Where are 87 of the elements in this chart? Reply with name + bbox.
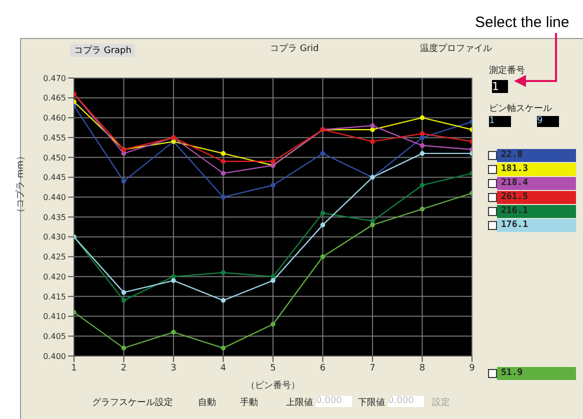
text: Select the line — [475, 14, 570, 32]
point — [320, 222, 326, 228]
x-tick-label: 3 — [170, 363, 176, 374]
y-tick-label: 0.465 — [43, 94, 66, 103]
text: 測定番号 — [489, 66, 525, 77]
text: 0.000 — [388, 396, 424, 407]
text: 手動 — [240, 398, 258, 409]
text: 51.9 — [497, 366, 576, 380]
point — [270, 322, 276, 327]
x-tick-label: 7 — [370, 363, 376, 374]
point — [420, 151, 425, 156]
y-axis-title: （コプラ mm） — [15, 152, 26, 217]
y-tick-label: 0.410 — [43, 312, 66, 322]
point — [270, 274, 276, 279]
point — [220, 194, 226, 200]
point — [370, 123, 375, 128]
text: 温度プロファイル — [420, 44, 492, 55]
chart-title: コプラ Graph — [70, 44, 136, 57]
x-tick-label: 2 — [120, 363, 127, 374]
text: 設定 — [432, 398, 450, 409]
x-tick-label: 1 — [71, 363, 77, 374]
y-tick-label: 0.435 — [43, 212, 66, 222]
text: 9 — [537, 116, 559, 127]
text: 1 — [489, 116, 511, 127]
text: 自動 — [198, 398, 216, 409]
y-tick-label: 0.400 — [43, 352, 66, 361]
y-tick-label: 0.445 — [43, 173, 66, 182]
y-tick-label: 0.405 — [43, 332, 66, 341]
y-tick-label: 0.460 — [43, 114, 66, 123]
point — [270, 182, 276, 188]
point — [420, 135, 425, 140]
y-tick-label: 0.440 — [43, 192, 66, 202]
y-tick-label: 0.420 — [43, 272, 66, 282]
point — [171, 330, 176, 335]
text: 1 — [492, 80, 508, 94]
point — [370, 218, 375, 224]
point — [270, 278, 276, 283]
text: コプラ Grid — [270, 44, 319, 55]
y-tick-label: 0.415 — [43, 292, 66, 302]
point — [171, 278, 176, 283]
point — [220, 270, 226, 275]
point — [220, 151, 226, 156]
text: 181.3 — [497, 162, 576, 176]
text: 上限値 — [286, 398, 313, 409]
point — [121, 298, 126, 303]
point — [420, 206, 425, 212]
point — [320, 151, 326, 156]
point — [121, 346, 126, 350]
point — [220, 346, 226, 350]
text: 22.8 — [497, 148, 576, 162]
x-tick-label: 8 — [419, 363, 426, 374]
point — [121, 290, 126, 295]
point — [320, 254, 326, 260]
text: 218.4 — [497, 176, 576, 190]
line-series — [74, 190, 472, 350]
point — [420, 182, 425, 188]
point — [370, 139, 375, 144]
y-tick-label: 0.455 — [43, 133, 66, 142]
text: グラフスケール設定 — [92, 398, 173, 409]
y-tick-label: 0.430 — [43, 232, 66, 242]
x-axis-title: （ピン番号） — [246, 380, 300, 391]
text: ピン軸スケール — [489, 104, 552, 115]
x-tick-label: 5 — [270, 363, 276, 374]
y-tick-label: 0.425 — [43, 252, 66, 262]
point — [420, 115, 425, 120]
text: 176.1 — [497, 218, 576, 232]
point — [370, 222, 375, 228]
text: 0.000 — [316, 396, 352, 407]
y-tick-label: 0.450 — [43, 153, 66, 162]
x-tick-label: 6 — [320, 363, 326, 374]
point — [121, 178, 126, 184]
x-tick-label: 9 — [469, 363, 476, 374]
x-tick-label: 4 — [220, 363, 226, 374]
text: 216.1 — [497, 204, 576, 218]
point — [220, 170, 226, 176]
point — [320, 210, 326, 216]
point — [220, 159, 226, 164]
text: 下限値 — [358, 398, 385, 409]
text: 261.5 — [497, 190, 576, 204]
point — [370, 127, 375, 132]
point — [420, 131, 425, 136]
y-tick-label: 0.470 — [43, 74, 66, 83]
point — [171, 274, 176, 279]
point — [220, 298, 226, 303]
point — [121, 151, 126, 156]
point — [270, 159, 276, 164]
point — [420, 143, 425, 148]
